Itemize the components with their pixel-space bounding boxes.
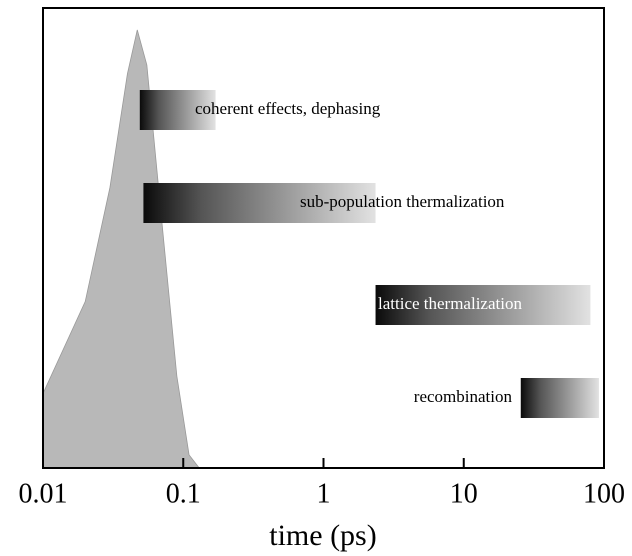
x-tick-label: 1 [317,478,331,509]
process-bar [375,285,591,325]
process-bar [520,378,599,418]
x-tick-label: 0.1 [166,478,201,509]
process-label: coherent effects, dephasing [195,99,381,118]
x-tick-label: 10 [450,478,478,509]
process-bar [139,90,216,130]
pulse-area [42,29,201,469]
process-label: sub-population thermalization [300,192,505,211]
x-tick-label: 100 [583,478,625,509]
process-label: recombination [414,387,513,406]
process-label: lattice thermalization [378,294,522,313]
process-bar [143,183,376,223]
x-tick-label: 0.01 [19,478,68,509]
x-axis-label: time (ps) [269,519,376,552]
